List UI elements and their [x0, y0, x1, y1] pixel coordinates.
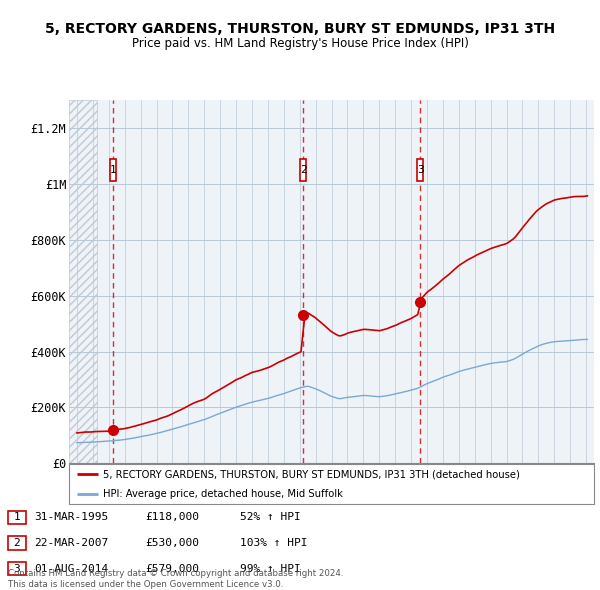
FancyBboxPatch shape	[418, 159, 423, 181]
Text: 52% ↑ HPI: 52% ↑ HPI	[240, 513, 301, 522]
Text: 3: 3	[417, 165, 424, 175]
Text: £579,000: £579,000	[145, 563, 199, 573]
Text: Price paid vs. HM Land Registry's House Price Index (HPI): Price paid vs. HM Land Registry's House …	[131, 37, 469, 50]
Text: 1: 1	[14, 513, 20, 522]
Text: 103% ↑ HPI: 103% ↑ HPI	[240, 538, 308, 548]
Text: Contains HM Land Registry data © Crown copyright and database right 2024.
This d: Contains HM Land Registry data © Crown c…	[8, 569, 343, 589]
Text: HPI: Average price, detached house, Mid Suffolk: HPI: Average price, detached house, Mid …	[103, 490, 343, 499]
Text: £530,000: £530,000	[145, 538, 199, 548]
Text: 2: 2	[300, 165, 307, 175]
Bar	[8, 536, 26, 550]
Text: 22-MAR-2007: 22-MAR-2007	[34, 538, 108, 548]
Text: £118,000: £118,000	[145, 513, 199, 522]
FancyBboxPatch shape	[301, 159, 306, 181]
Text: 5, RECTORY GARDENS, THURSTON, BURY ST EDMUNDS, IP31 3TH: 5, RECTORY GARDENS, THURSTON, BURY ST ED…	[45, 22, 555, 36]
Text: 2: 2	[14, 538, 20, 548]
FancyBboxPatch shape	[110, 159, 116, 181]
Bar	[69, 100, 97, 463]
Text: 1: 1	[109, 165, 116, 175]
Text: 31-MAR-1995: 31-MAR-1995	[34, 513, 108, 522]
Text: 5, RECTORY GARDENS, THURSTON, BURY ST EDMUNDS, IP31 3TH (detached house): 5, RECTORY GARDENS, THURSTON, BURY ST ED…	[103, 470, 520, 479]
Text: 01-AUG-2014: 01-AUG-2014	[34, 563, 108, 573]
Bar	[8, 510, 26, 525]
Text: 99% ↑ HPI: 99% ↑ HPI	[240, 563, 301, 573]
Text: 3: 3	[14, 563, 20, 573]
Bar	[8, 562, 26, 575]
